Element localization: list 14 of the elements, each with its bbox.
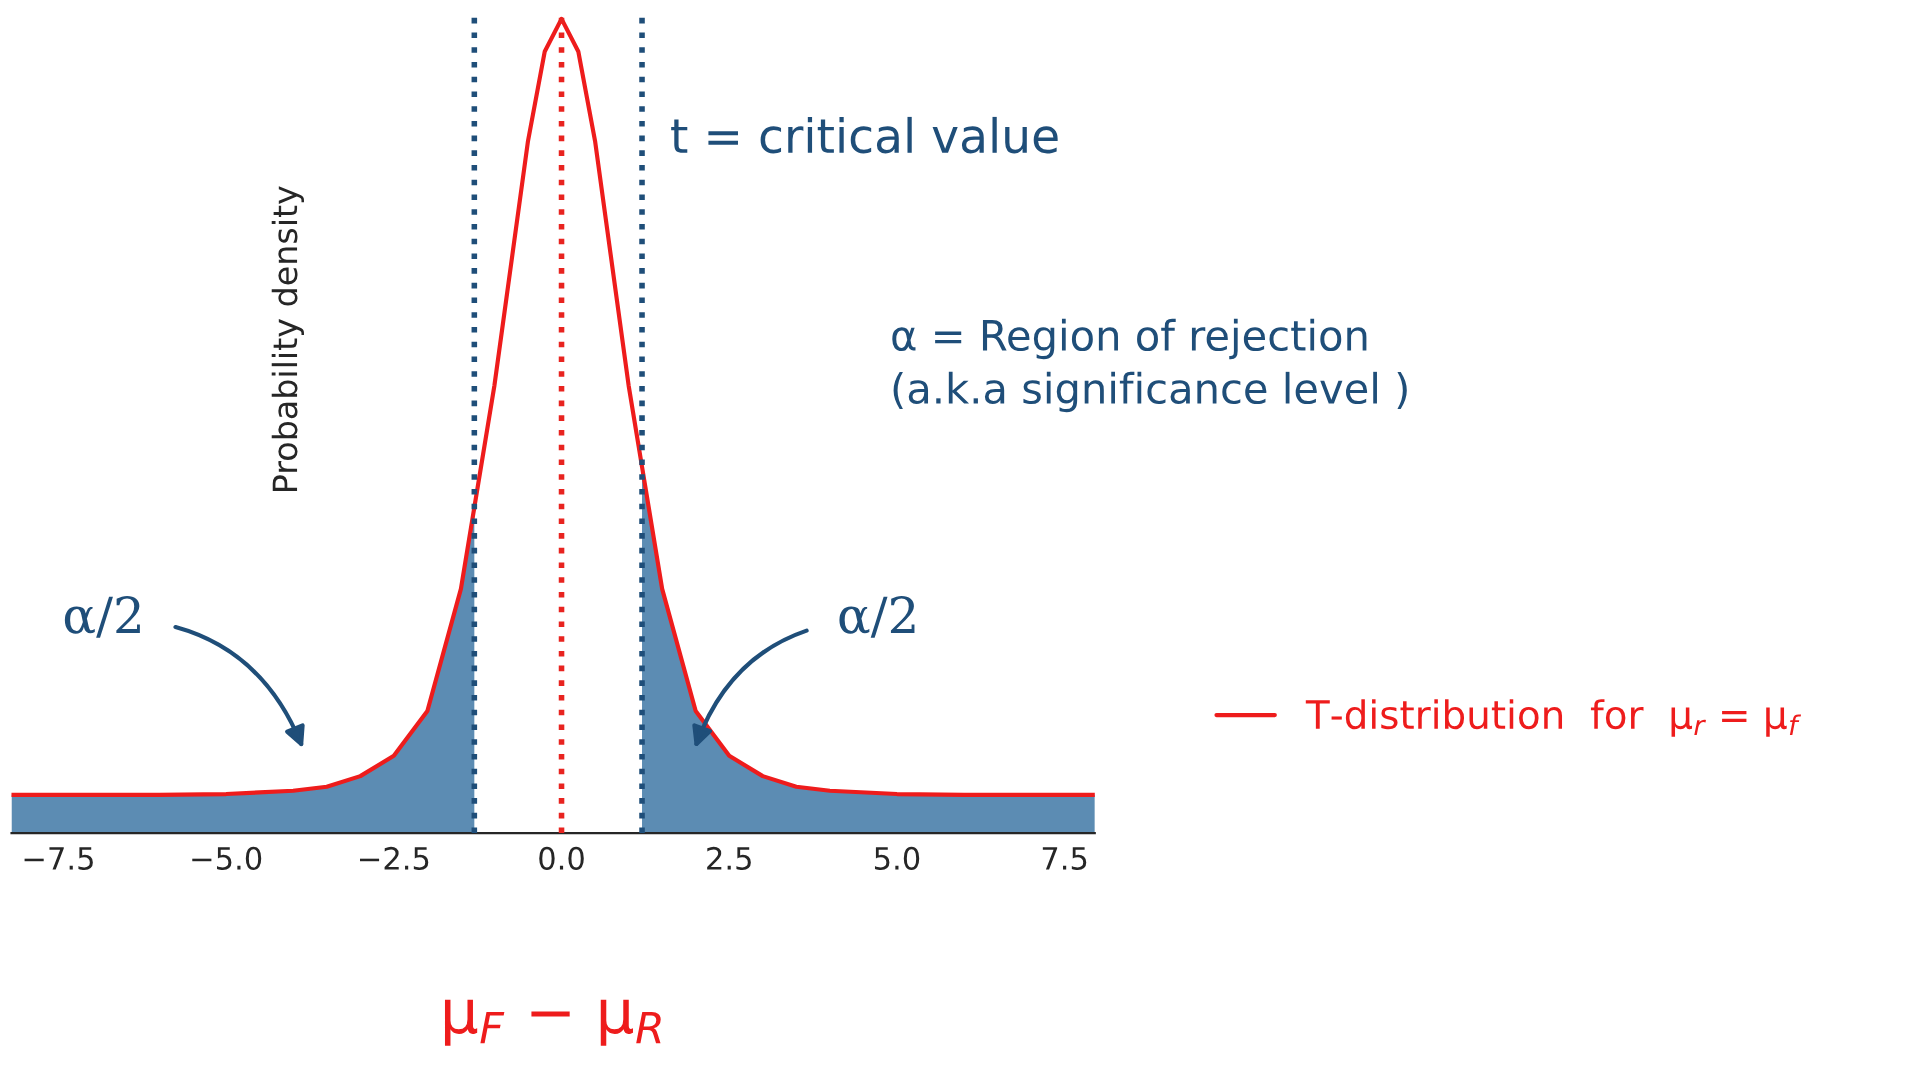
x-tick-label: 5.0 <box>874 846 920 870</box>
x-tick-label: −5.0 <box>192 846 262 870</box>
x-tick-label: 0.0 <box>539 846 584 870</box>
x-tick-label: −2.5 <box>359 846 429 870</box>
legend-label: T-distribution for μ$_{r}$ = μ$_{f}$ <box>1305 699 1802 737</box>
x-axis-title: μ$_{F}$ − μ$_{R}$ <box>444 999 661 1046</box>
annotation: t = critical value <box>671 116 1058 154</box>
annotation: α = Region of rejection (a.k.a significance level ) <box>892 318 1407 413</box>
annotation: α/2 <box>839 595 915 638</box>
x-tick-label: −7.5 <box>24 847 93 870</box>
annotation: α/2 <box>64 595 140 638</box>
y-axis-title: Probability density <box>271 186 304 491</box>
x-tick-label: 2.5 <box>707 846 751 870</box>
x-tick-label: 7.5 <box>1042 847 1087 870</box>
